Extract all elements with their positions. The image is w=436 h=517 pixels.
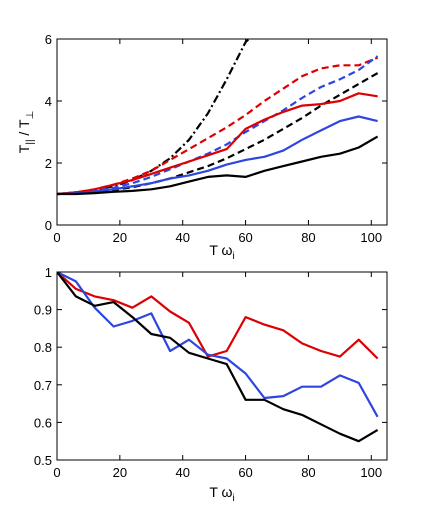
- bottom-y-tick-label: 0.8: [34, 340, 52, 355]
- top-series-line-1: [57, 56, 379, 196]
- bottom-y-tick-label: 0.7: [34, 378, 52, 393]
- top-y-axis-title-mid: / T: [16, 119, 32, 139]
- top-x-tick-label: 20: [113, 230, 127, 245]
- top-series-line-6: [57, 135, 379, 196]
- top-y-axis-title: T|| / T⊥: [16, 111, 36, 153]
- bottom-x-axis-title-main: T ω: [209, 484, 232, 500]
- bottom-y-tick-label: 1: [45, 265, 52, 280]
- top-series-line-2: [57, 55, 379, 196]
- top-y-tick-label: 4: [45, 94, 52, 109]
- bottom-x-axis-title-sub: i: [232, 493, 234, 504]
- top-x-axis-title-main: T ω: [209, 242, 232, 258]
- top-x-axis-title: T ωi: [209, 242, 234, 262]
- top-y-tick-label: 2: [45, 156, 52, 171]
- top-y-axis-title-main: T: [16, 144, 32, 153]
- top-x-tick-label: 0: [53, 230, 60, 245]
- top-panel: 0 20 40 60 80 100 0 2 4 6 T ωi T|| / T⊥: [16, 32, 388, 262]
- bottom-panel: 0 20 40 60 80 100 0.5 0.6 0.7 0.8 0.9 1 T ωi: [34, 265, 388, 504]
- bottom-series-line-0: [57, 272, 379, 360]
- bottom-x-tick-label: 60: [238, 465, 252, 480]
- bottom-x-tick-label: 20: [113, 465, 127, 480]
- bottom-y-tick-label: 0.6: [34, 415, 52, 430]
- bottom-x-tick-label: 100: [360, 465, 382, 480]
- top-series-line-0: [57, 39, 251, 196]
- top-x-tick-label: 60: [238, 230, 252, 245]
- top-plot-frame: [56, 38, 388, 226]
- bottom-plot-frame: [56, 271, 388, 461]
- bottom-ticks-group: 0 20 40 60 80 100 0.5 0.6 0.7 0.8 0.9 1: [34, 265, 387, 480]
- bottom-series-line-1: [57, 272, 379, 418]
- bottom-y-tick-label: 0.9: [34, 303, 52, 318]
- top-series-group: [57, 39, 379, 196]
- top-ticks-group: 0 20 40 60 80 100 0 2 4 6: [45, 32, 387, 245]
- bottom-x-axis-title: T ωi: [209, 484, 234, 504]
- bottom-y-tick-label: 0.5: [34, 453, 52, 468]
- top-series-line-4: [57, 92, 378, 196]
- bottom-series-group: [57, 272, 379, 443]
- top-x-axis-title-sub: i: [232, 251, 234, 262]
- top-x-tick-label: 100: [360, 230, 382, 245]
- bottom-x-tick-label: 0: [53, 465, 60, 480]
- top-y-axis-title-sub1: ||: [25, 139, 36, 144]
- bottom-series-line-2: [57, 272, 379, 443]
- bottom-x-tick-label: 40: [175, 465, 189, 480]
- top-series-line-5: [57, 115, 378, 196]
- top-y-tick-label: 0: [45, 218, 52, 233]
- top-x-tick-label: 80: [301, 230, 315, 245]
- top-y-tick-label: 6: [45, 32, 52, 47]
- top-x-tick-label: 40: [175, 230, 189, 245]
- bottom-x-tick-label: 80: [301, 465, 315, 480]
- top-y-axis-title-sub2: ⊥: [25, 111, 36, 120]
